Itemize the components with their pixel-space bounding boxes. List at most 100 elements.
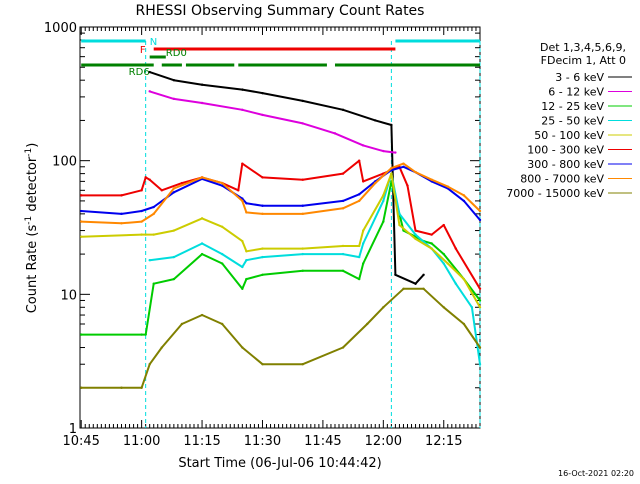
series-point-2	[148, 90, 151, 93]
plot-frame	[79, 26, 481, 429]
series-point-9	[120, 386, 123, 389]
series-point-2	[333, 132, 337, 135]
x-tick-label: 11:30	[244, 434, 281, 449]
series-point-4	[382, 199, 385, 203]
legend-label-6: 100 - 300 keV	[527, 144, 604, 157]
series-point-9	[160, 346, 163, 349]
series-point-8	[120, 222, 123, 225]
series-point-3	[361, 262, 365, 265]
series-point-6	[361, 180, 365, 183]
series-point-2	[241, 108, 244, 112]
series-point-6	[478, 287, 482, 291]
series-point-3	[442, 252, 445, 256]
series-point-7	[172, 191, 176, 194]
series-line-1	[149, 71, 425, 285]
series-point-6	[241, 162, 244, 165]
series-point-3	[478, 299, 482, 302]
series-point-8	[390, 166, 393, 170]
chart-title: RHESSI Observing Summary Count Rates	[136, 3, 425, 19]
legend-label-1: 3 - 6 keV	[555, 71, 604, 84]
series-point-8	[261, 212, 264, 216]
series-point-7	[152, 205, 155, 209]
flag-label-f: F	[140, 45, 146, 56]
series-point-8	[80, 220, 83, 223]
series-point-6	[406, 184, 409, 187]
legend-label-5: 50 - 100 keV	[534, 129, 604, 142]
series-point-8	[220, 181, 224, 185]
series-point-9	[382, 306, 385, 309]
series-point-6	[442, 223, 445, 227]
series-point-8	[245, 211, 248, 214]
series-point-6	[148, 178, 151, 181]
series-point-2	[361, 144, 365, 147]
series-point-7	[462, 199, 466, 203]
series-point-8	[374, 181, 377, 185]
legend-header-line-2: FDecim 1, Att 0	[541, 54, 626, 67]
series-point-3	[152, 282, 155, 285]
series-point-4	[301, 252, 304, 256]
series-point-6	[180, 181, 184, 185]
x-axis-label: Start Time (06-Jul-06 10:44:42)	[178, 456, 381, 471]
series-point-7	[140, 209, 143, 213]
series-point-5	[398, 223, 401, 227]
y-tick-label: 1000	[44, 21, 77, 36]
series-point-8	[430, 178, 433, 181]
series-point-4	[478, 363, 482, 366]
y-axis-label: Count Rate (s-1 detector-1)	[24, 143, 40, 314]
series-point-5	[390, 172, 393, 175]
legend-label-3: 12 - 25 keV	[541, 100, 604, 113]
series-point-5	[200, 217, 204, 220]
series-point-3	[301, 269, 304, 272]
series-point-9	[241, 346, 244, 349]
series-point-9	[220, 322, 224, 326]
legend-label-7: 300 - 800 keV	[527, 158, 604, 171]
series-point-7	[478, 218, 482, 222]
series-point-5	[140, 233, 143, 236]
series-point-8	[357, 199, 361, 203]
series-point-6	[144, 176, 147, 179]
series-point-7	[341, 199, 345, 203]
series-point-1	[200, 83, 204, 86]
series-point-6	[430, 233, 433, 236]
series-point-4	[261, 255, 264, 259]
x-tick-label: 11:45	[304, 434, 341, 449]
series-point-1	[241, 88, 244, 91]
series-point-6	[160, 189, 163, 192]
series-point-7	[80, 209, 83, 213]
y-axis-label-main: Count Rate (s	[25, 225, 40, 314]
series-point-5	[301, 247, 304, 250]
series-point-4	[148, 259, 151, 262]
series-point-9	[402, 287, 405, 291]
footer-timestamp: 16-Oct-2021 02:20	[558, 469, 634, 478]
series-point-5	[172, 229, 176, 232]
series-point-6	[120, 194, 123, 197]
series-point-8	[414, 170, 417, 174]
series-point-8	[241, 199, 244, 203]
legend-label-2: 6 - 12 keV	[548, 86, 604, 99]
series-point-8	[341, 207, 345, 210]
series-point-5	[430, 247, 433, 250]
series-point-6	[357, 159, 361, 162]
series-point-1	[374, 119, 377, 122]
series-point-3	[341, 269, 345, 272]
x-tick-label: 10:45	[62, 434, 99, 449]
series-point-9	[261, 363, 264, 366]
series-point-5	[478, 306, 482, 309]
series-point-4	[398, 212, 401, 216]
series-point-3	[220, 262, 224, 265]
series-point-6	[301, 178, 304, 181]
flag-label-rd6: RD6	[129, 67, 150, 78]
series-point-4	[470, 306, 474, 309]
series-point-3	[357, 277, 361, 281]
series-point-4	[245, 259, 248, 262]
series-point-1	[341, 108, 345, 112]
series-point-9	[462, 322, 466, 326]
series-point-8	[200, 176, 204, 179]
series-point-8	[462, 194, 466, 197]
y-tick-label: 10	[60, 288, 77, 303]
y-axis-label-end: )	[25, 143, 40, 148]
series-point-7	[245, 202, 248, 205]
series-point-1	[390, 123, 393, 127]
